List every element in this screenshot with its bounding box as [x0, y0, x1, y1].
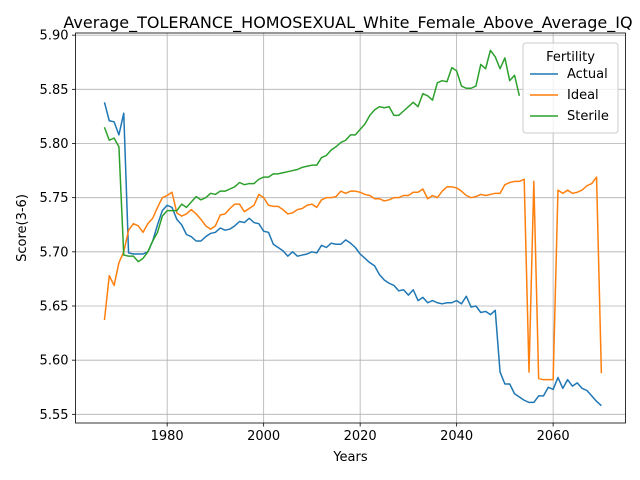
y-tick-label: 5.70	[40, 245, 69, 260]
y-tick-label: 5.55	[40, 408, 69, 423]
series-line-ideal	[103, 176, 603, 381]
x-tick-label: 1980	[151, 429, 184, 444]
plot-frame	[75, 32, 626, 424]
y-axis: 5.55 5.60 5.65 5.70 5.75 5.80 5.85 5.90	[40, 29, 76, 423]
y-tick-label: 5.75	[40, 191, 69, 206]
series-line-sterile	[103, 49, 521, 263]
x-axis: 1980 2000 2020 2040 2060	[151, 423, 570, 444]
y-tick-label: 5.80	[40, 137, 69, 152]
x-tick-label: 2060	[537, 429, 570, 444]
x-tick-label: 2020	[344, 429, 377, 444]
x-tick-label: 2040	[440, 429, 473, 444]
y-tick-label: 5.85	[40, 83, 69, 98]
series-layer	[103, 49, 603, 407]
legend-title: Fertility	[546, 50, 595, 65]
x-tick-label: 2000	[247, 429, 280, 444]
legend-label-ideal: Ideal	[567, 88, 599, 103]
legend-label-sterile: Sterile	[567, 109, 609, 124]
legend-label-actual: Actual	[567, 67, 608, 82]
chart-title: Average_TOLERANCE_HOMOSEXUAL_White_Femal…	[63, 13, 632, 33]
series-line-actual	[103, 102, 602, 407]
y-tick-label: 5.60	[40, 354, 69, 369]
legend: Fertility Actual Ideal Sterile	[522, 42, 619, 134]
legend-box	[522, 42, 619, 134]
y-tick-label: 5.65	[40, 300, 69, 315]
legend-items: Actual Ideal Sterile	[530, 67, 609, 124]
y-tick-label: 5.90	[40, 29, 69, 44]
y-axis-label: Score(3-6)	[15, 194, 30, 262]
x-axis-label: Years	[332, 450, 368, 465]
